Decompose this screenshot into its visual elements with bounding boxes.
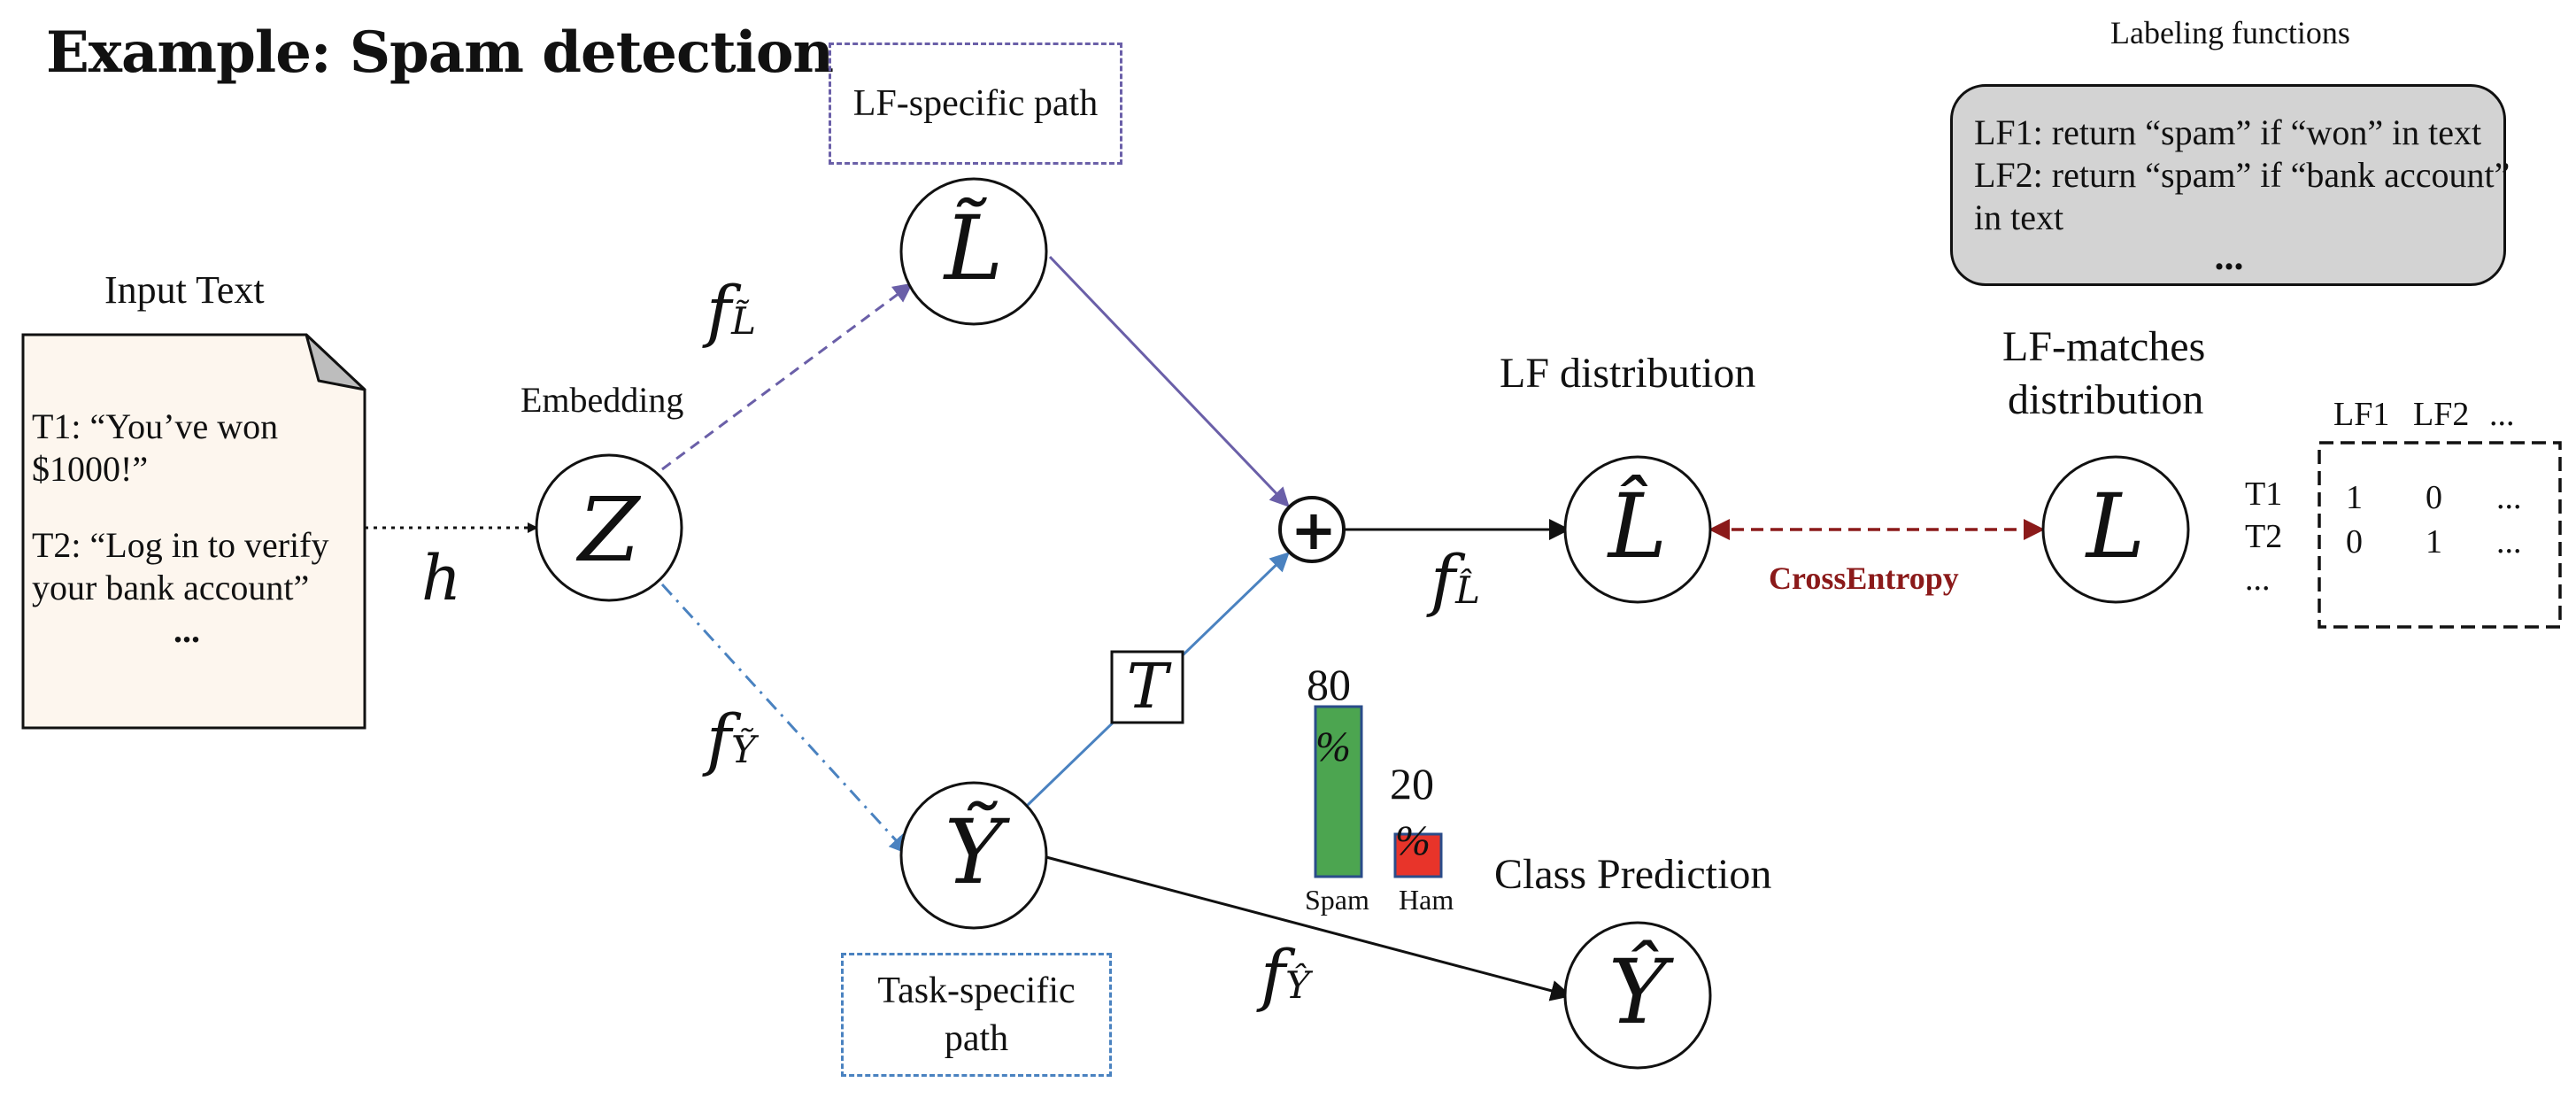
node-z-label: Z <box>578 478 640 582</box>
edge-y-tilde-to-y-hat <box>1045 855 1572 1001</box>
edge-label-f-l-hat-f: f <box>1431 540 1456 619</box>
matrix-cell-t2-lf2: 1 <box>2426 523 2442 561</box>
node-y-tilde-label: Ỹ <box>944 800 1003 904</box>
lf-specific-path-box: LF-specific path <box>829 43 1122 165</box>
node-plus-label: + <box>1291 498 1337 562</box>
edge-z-to-l-tilde <box>661 282 914 471</box>
edge-label-f-l-tilde-sub: L̃ <box>731 299 757 343</box>
labeling-functions-box: LF1: return “spam” if “won” in text LF2:… <box>1950 84 2510 286</box>
edge-label-f-y-tilde-sub: Ỹ <box>731 728 756 771</box>
matrix-cell-t1-lf2: 0 <box>2426 479 2442 516</box>
node-z-circle <box>535 453 683 602</box>
lf-distribution-label: LF distribution <box>1500 350 1756 397</box>
edge-label-h: h <box>421 542 462 615</box>
node-l-tilde-circle <box>899 177 1048 326</box>
class-prediction-label: Class Prediction <box>1494 851 1772 898</box>
node-l-hat-circle <box>1563 455 1712 604</box>
matrix-cell-t2-more: ... <box>2496 523 2522 561</box>
node-t-box <box>1110 650 1184 724</box>
node-y-tilde-circle <box>899 781 1048 930</box>
node-l-hat-label: L̂ <box>1608 475 1668 578</box>
matrix-cell-t2-lf1: 0 <box>2346 523 2363 561</box>
input-text-t1-line2: $1000!” <box>32 449 149 489</box>
node-y-hat-label: Ŷ <box>1608 940 1667 1044</box>
bar-ham <box>1393 832 1443 878</box>
bar-spam <box>1314 705 1363 878</box>
node-plus-circle <box>1278 496 1346 563</box>
matrix-row-header-t1: T1 <box>2245 476 2283 513</box>
labeling-functions-heading: Labeling functions <box>2110 15 2350 50</box>
task-specific-path-box: Task-specific path <box>841 953 1112 1077</box>
input-text-content: T1: “You’ve won $1000!” T2: “Log in to v… <box>30 390 359 723</box>
lf-matches-label-line1: LF-matches <box>2002 323 2206 370</box>
edge-label-f-l-hat: fL̂ <box>1431 540 1480 619</box>
bar-unit-ham: % <box>1395 817 1431 864</box>
matrix-row-header-t2: T2 <box>2245 518 2283 555</box>
edge-label-f-y-tilde: fỸ <box>706 700 756 778</box>
input-text-ellipsis: ... <box>174 610 200 650</box>
node-t-label: T <box>1126 650 1168 723</box>
node-y-hat-circle <box>1563 921 1712 1070</box>
bar-value-ham: 20 <box>1390 759 1434 808</box>
matrix-cell-t1-more: ... <box>2496 479 2522 516</box>
edge-label-f-y-hat: fŶ <box>1261 935 1310 1014</box>
input-text-note <box>21 333 366 730</box>
prediction-bars <box>1314 705 1443 878</box>
embedding-label: Embedding <box>521 380 684 420</box>
edge-label-f-y-tilde-f: f <box>706 700 732 778</box>
input-text-t1-line1: T1: “You’ve won <box>32 406 279 446</box>
node-l-label: L <box>2086 475 2146 578</box>
edge-label-f-l-tilde: fL̃ <box>706 271 756 350</box>
input-text-t2-line1: T2: “Log in to verify <box>32 525 329 565</box>
bar-label-ham: Ham <box>1399 884 1454 916</box>
bar-label-spam: Spam <box>1305 884 1369 916</box>
matrix-col-header-lf1: LF1 <box>2333 396 2390 433</box>
cross-entropy-label: CrossEntropy <box>1769 561 1959 596</box>
edge-label-f-l-hat-sub: L̂ <box>1455 568 1481 612</box>
matrix-row-header-more: ... <box>2245 561 2271 598</box>
lf2-rule: LF2: return “spam” if “bank account” <box>1974 155 2510 195</box>
bar-value-spam: 80 <box>1307 660 1351 709</box>
input-text-heading: Input Text <box>104 268 265 312</box>
bar-unit-spam: % <box>1315 723 1351 770</box>
lf-matches-label-line2: distribution <box>2008 376 2204 423</box>
node-l-tilde-label: L̃ <box>944 197 1004 300</box>
lf2-rule-continued: in text <box>1974 197 2064 237</box>
matrix-cell-t1-lf1: 1 <box>2346 479 2363 516</box>
edge-z-to-y-tilde <box>660 583 909 854</box>
edge-label-f-y-hat-f: f <box>1261 935 1286 1014</box>
lf1-rule: LF1: return “spam” if “won” in text <box>1974 112 2482 152</box>
matrix-col-header-lf2: LF2 <box>2413 396 2470 433</box>
matrix-col-header-more: ... <box>2489 396 2515 433</box>
node-l-circle <box>2041 455 2190 604</box>
matrix-box <box>2318 441 2562 629</box>
edge-l-tilde-to-plus <box>1048 255 1290 507</box>
page-title: Example: Spam detection <box>46 19 834 86</box>
input-text-t2-line2: your bank account” <box>32 568 310 607</box>
labeling-functions-ellipsis: ... <box>2214 235 2244 278</box>
edge-label-f-l-tilde-f: f <box>706 271 732 350</box>
edge-label-f-y-hat-sub: Ŷ <box>1285 963 1310 1007</box>
